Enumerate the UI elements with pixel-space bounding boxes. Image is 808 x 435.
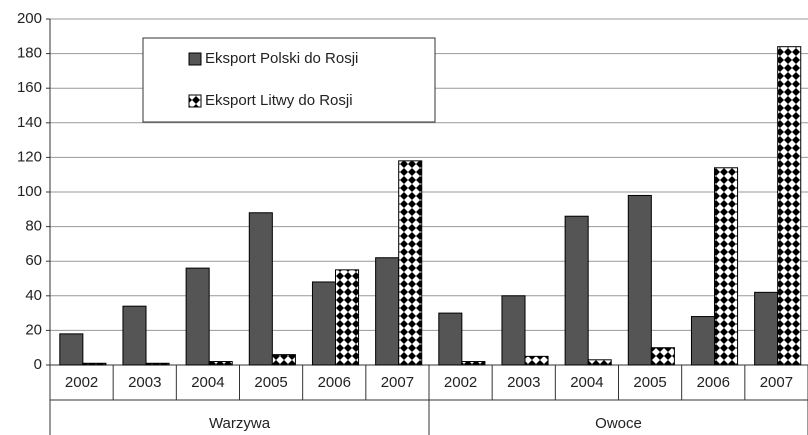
- bar: [122, 305, 147, 366]
- y-tick-label: 120: [17, 148, 42, 165]
- bar: [714, 167, 739, 366]
- bar: [398, 160, 423, 366]
- group-label: Warzywa: [209, 415, 271, 432]
- x-tick-label: 2007: [381, 374, 414, 391]
- bar: [438, 312, 463, 366]
- y-tick-label: 200: [17, 10, 42, 27]
- bar: [59, 333, 84, 366]
- y-tick-label: 40: [25, 287, 42, 304]
- x-tick-label: 2003: [128, 374, 161, 391]
- bar: [185, 267, 210, 366]
- x-tick-label: 2004: [191, 374, 224, 391]
- bar: [375, 257, 400, 366]
- bar: [690, 316, 716, 366]
- legend-swatch: [188, 94, 202, 108]
- bar: [248, 212, 273, 366]
- x-tick-label: 2006: [697, 374, 730, 391]
- x-tick-label: 2002: [444, 374, 477, 391]
- y-tick-label: 180: [17, 45, 42, 62]
- x-tick-label: 2002: [65, 374, 98, 391]
- bar: [461, 361, 486, 366]
- bar: [335, 269, 360, 366]
- y-tick-label: 80: [25, 218, 42, 235]
- y-tick-label: 60: [25, 252, 42, 269]
- legend-label: Eksport Litwy do Rosji: [205, 92, 353, 109]
- bar: [650, 347, 675, 366]
- x-tick-label: 2005: [254, 374, 287, 391]
- legend-box: [142, 37, 436, 123]
- bar: [754, 291, 779, 366]
- y-tick-label: 140: [17, 114, 42, 131]
- y-tick-label: 0: [34, 356, 42, 373]
- bar: [208, 361, 233, 366]
- bar: [82, 362, 107, 366]
- x-tick-label: 2004: [570, 374, 603, 391]
- bar: [627, 194, 652, 366]
- legend-label: Eksport Polski do Rosji: [205, 50, 358, 67]
- bar: [145, 362, 170, 366]
- legend-swatch: [188, 52, 202, 66]
- bar: [524, 355, 549, 366]
- x-tick-label: 2003: [507, 374, 540, 391]
- y-tick-label: 20: [25, 321, 42, 338]
- bar: [587, 359, 612, 366]
- bar: [311, 281, 337, 366]
- bar: [501, 295, 526, 366]
- y-tick-label: 100: [17, 183, 42, 200]
- bar: [777, 46, 802, 366]
- x-tick-label: 2005: [633, 374, 666, 391]
- group-label: Owoce: [595, 415, 642, 432]
- x-tick-label: 2007: [760, 374, 793, 391]
- y-tick-label: 160: [17, 79, 42, 96]
- bar: [564, 215, 589, 366]
- x-tick-label: 2006: [318, 374, 351, 391]
- bar: [271, 354, 296, 366]
